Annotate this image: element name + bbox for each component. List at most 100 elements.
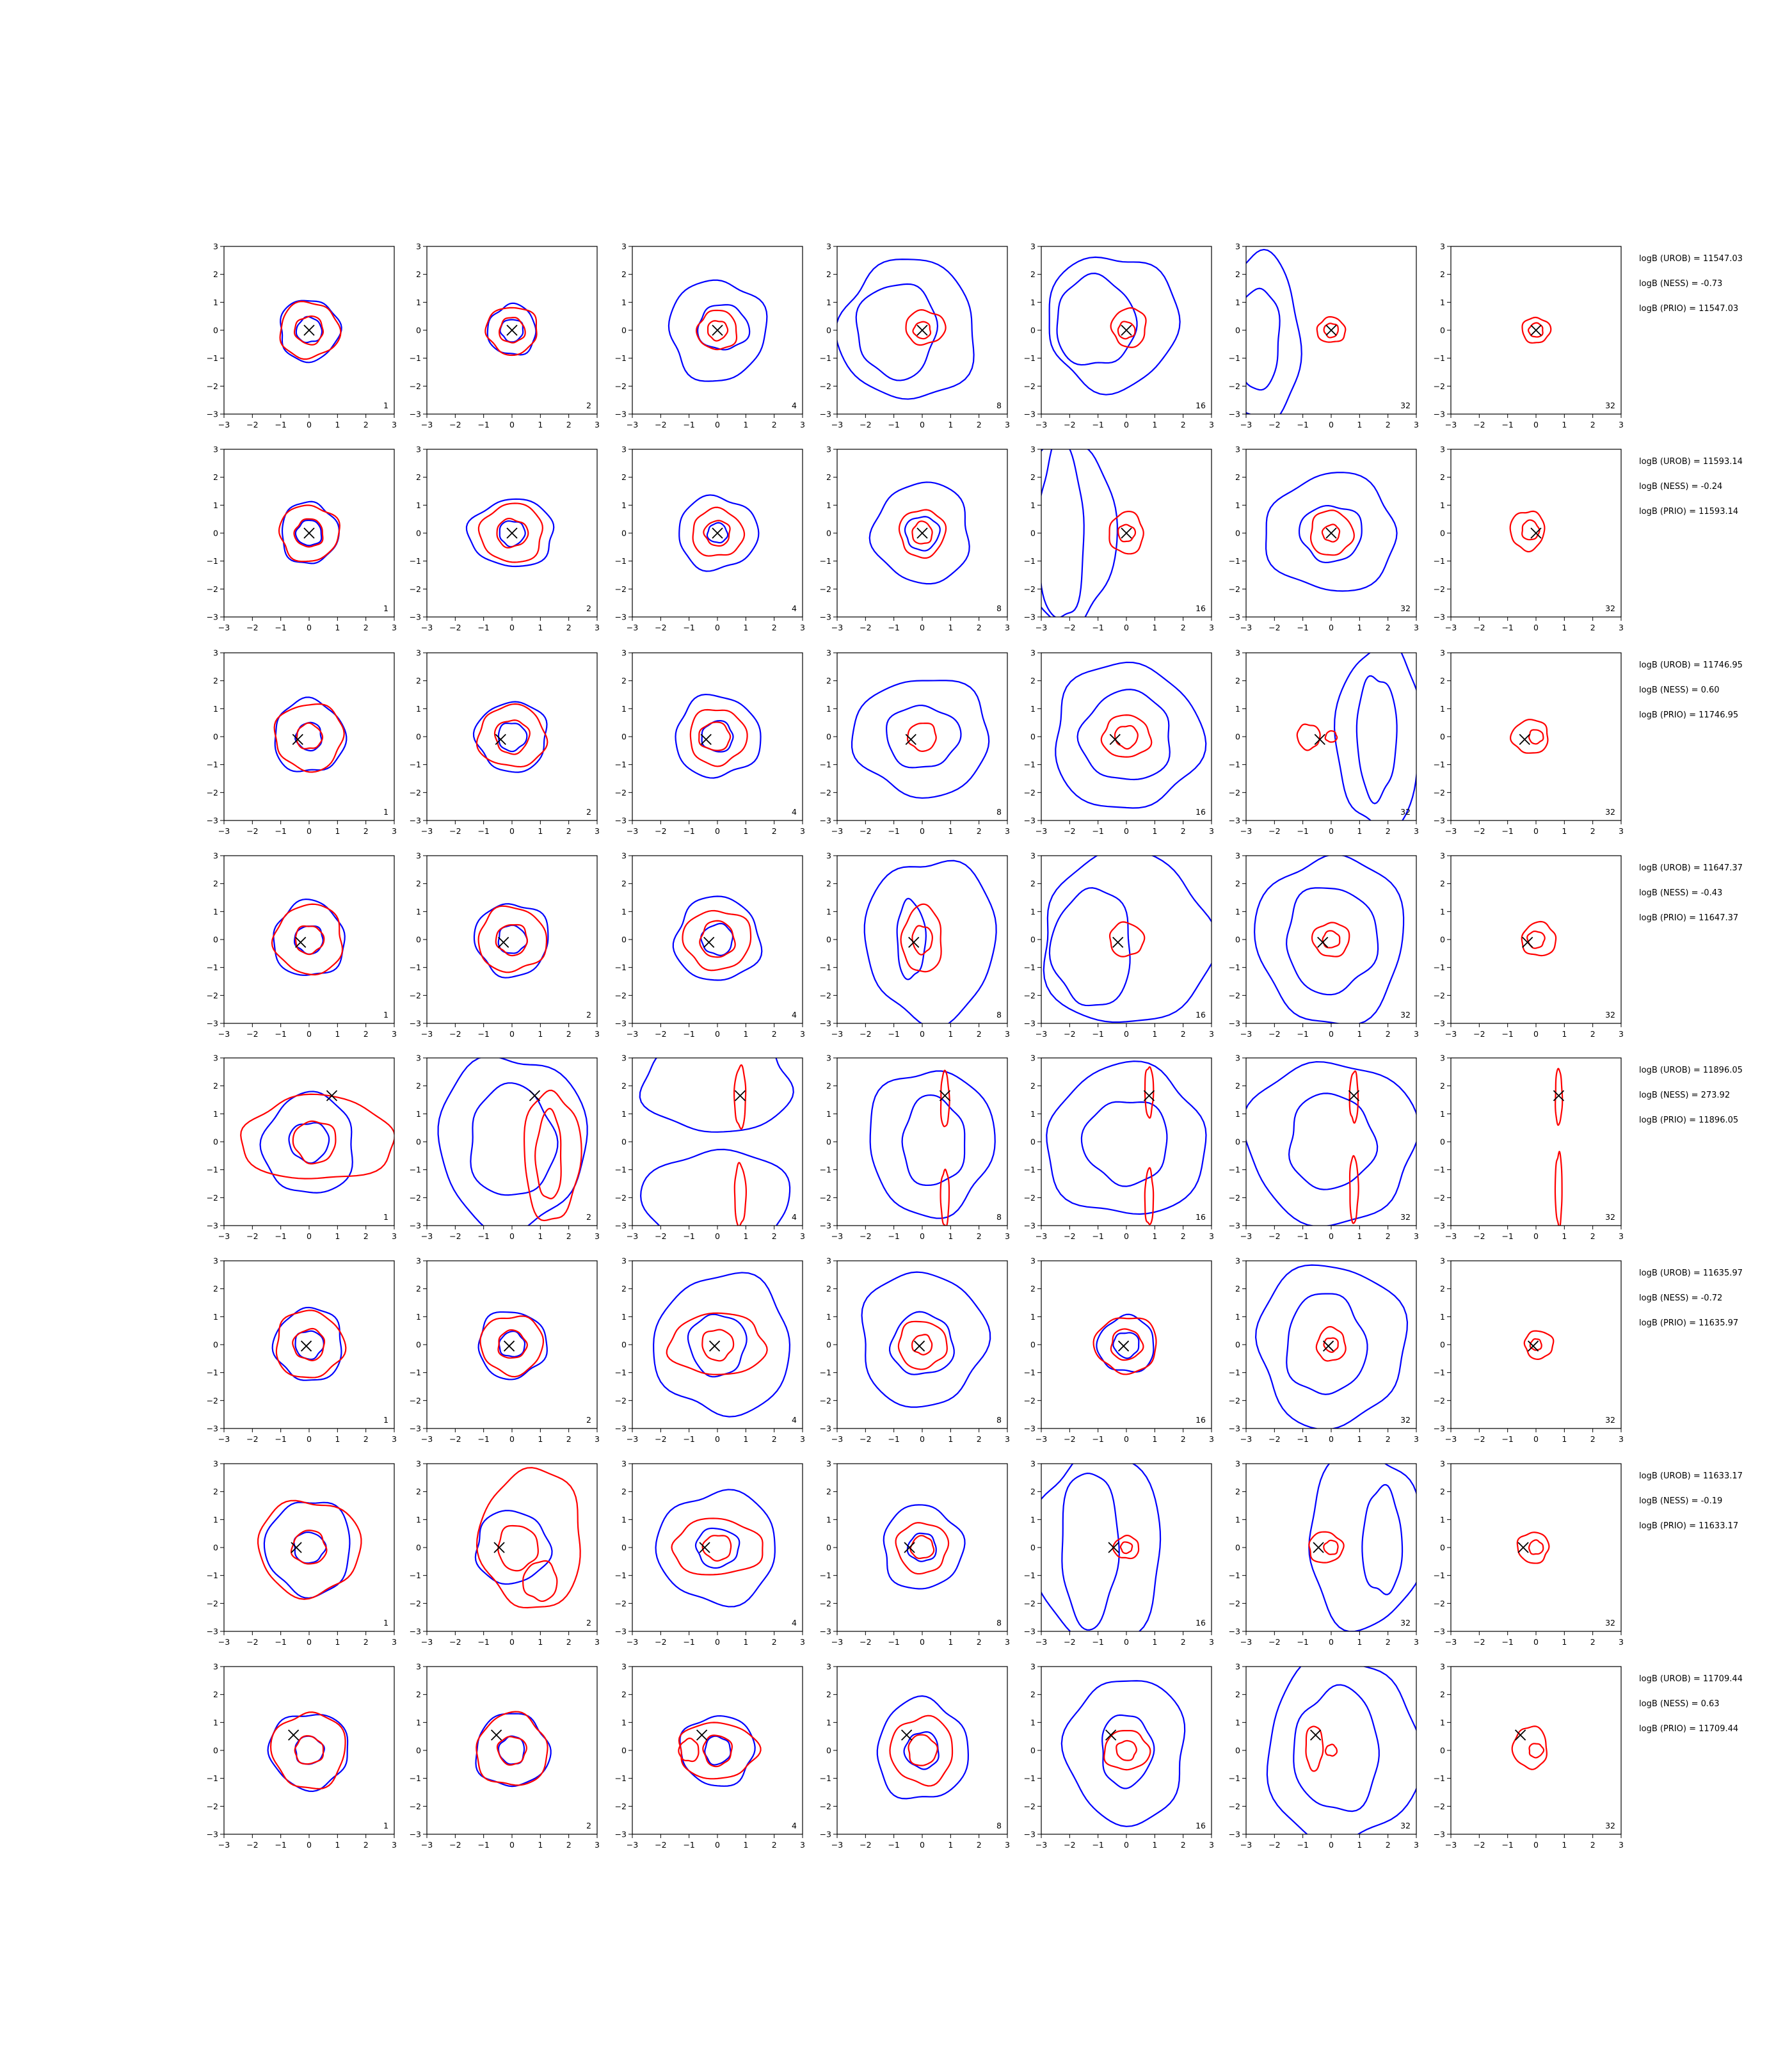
x-tick-label: −3 [218,1637,230,1647]
y-tick-label: 0 [1235,732,1240,742]
x-tick-label: −2 [860,1840,871,1850]
red-contour [1305,1725,1324,1772]
x-tick-label: 0 [920,1231,925,1241]
y-tick-label: 0 [1235,529,1240,538]
x-tick-label: 2 [1590,1840,1596,1850]
panel-label: 8 [996,1821,1002,1830]
x-tick-label: −3 [1445,826,1457,836]
red-contour [496,517,529,548]
x-tick-label: −3 [831,826,843,836]
x-tick-label: 1 [538,826,543,836]
red-contour [497,1329,528,1359]
red-contour [476,1711,548,1786]
blue-contour [883,1504,966,1590]
red-contour [497,1524,539,1572]
panel-r2-c5: −3 −2 −1 0 1 2 3 −3 −2 −1 0 1 2 3 16 [1024,445,1214,633]
y-tick-label: 2 [1440,472,1445,482]
y-tick-label: 1 [1030,500,1036,510]
y-tick-label: −1 [1434,556,1445,566]
blue-contour [1333,653,1416,820]
y-tick-label: 0 [1030,1746,1036,1756]
x-tick-label: −1 [477,826,489,836]
red-contour [671,1517,764,1576]
blue-contour [1080,1101,1168,1187]
red-contour [1323,323,1339,339]
blue-contour [1361,1484,1404,1596]
x-tick-label: 3 [1005,1840,1010,1850]
x-tick-label: −2 [860,623,871,632]
x-tick-label: 3 [1005,1434,1010,1444]
red-contour [1554,1150,1563,1226]
panel-r8-c3: −3 −2 −1 0 1 2 3 −3 −2 −1 0 1 2 3 4 [615,1662,805,1850]
blue-contour [1041,449,1118,617]
y-tick-label: 2 [1440,1284,1445,1293]
blue-contour [267,1713,349,1793]
axes-frame [836,1260,1008,1429]
blue-contour [1041,1464,1162,1631]
y-tick-label: 3 [1235,648,1240,658]
blue-contour [837,259,975,400]
y-tick-label: −3 [1229,1221,1240,1231]
red-contour [477,905,548,973]
y-tick-label: −1 [820,1571,831,1580]
x-tick-label: 2 [1181,623,1186,632]
x-tick-label: 1 [743,1637,748,1647]
x-tick-label: −3 [627,420,638,429]
x-marker [1314,733,1325,746]
x-tick-label: 0 [1329,826,1334,836]
y-tick-label: −1 [615,963,627,972]
x-tick-label: −1 [477,420,489,429]
logb-annotation: logB (NESS) = -0.19 [1639,1496,1722,1506]
blue-contour [294,1330,324,1361]
x-tick-label: −2 [449,1029,461,1039]
x-tick-label: 2 [1386,1434,1391,1444]
y-tick-label: 0 [1030,1340,1036,1350]
y-tick-label: 2 [621,269,627,279]
x-tick-label: −1 [1501,1637,1513,1647]
y-tick-label: −2 [207,381,218,391]
x-tick-label: 0 [715,1231,720,1241]
red-contour [1117,524,1137,543]
panel-label: 4 [792,1010,797,1020]
x-tick-label: 3 [1414,1840,1419,1850]
x-tick-label: −1 [888,1231,899,1241]
x-tick-label: −1 [1501,420,1513,429]
x-tick-label: 1 [948,1231,953,1241]
x-tick-label: 1 [948,826,953,836]
axes-frame [223,1057,395,1226]
x-marker [1112,936,1124,948]
x-tick-label: 3 [1209,826,1214,836]
blue-contour [473,903,549,979]
x-tick-label: −2 [449,1840,461,1850]
blue-contour [655,1489,776,1608]
x-tick-label: 3 [1209,623,1214,632]
blue-contour [903,1731,940,1770]
red-contour [698,721,732,751]
axes-frame [1041,652,1212,821]
x-tick-label: 3 [800,1840,805,1850]
y-tick-label: 2 [1235,269,1240,279]
x-tick-label: −2 [246,826,258,836]
x-tick-label: −3 [421,1434,433,1444]
x-marker [300,1340,312,1352]
x-tick-label: 3 [595,826,600,836]
blue-contour [668,279,768,382]
x-tick-label: 2 [1181,1637,1186,1647]
x-tick-label: −3 [1036,420,1047,429]
y-tick-label: −3 [1229,816,1240,826]
y-tick-label: −1 [207,1165,218,1174]
x-tick-label: −2 [1268,420,1280,429]
x-tick-label: 0 [1124,623,1129,632]
panel-label: 32 [1400,401,1411,410]
y-tick-label: 2 [621,1487,627,1496]
y-tick-label: 3 [416,648,421,658]
y-tick-label: 3 [1030,1459,1036,1469]
x-tick-label: 3 [1005,1637,1010,1647]
y-tick-label: 1 [621,1109,627,1119]
x-tick-label: −2 [655,420,666,429]
x-tick-label: −2 [860,826,871,836]
y-tick-label: 1 [1440,704,1445,714]
x-tick-label: −1 [888,420,899,429]
blue-contour [273,898,346,976]
